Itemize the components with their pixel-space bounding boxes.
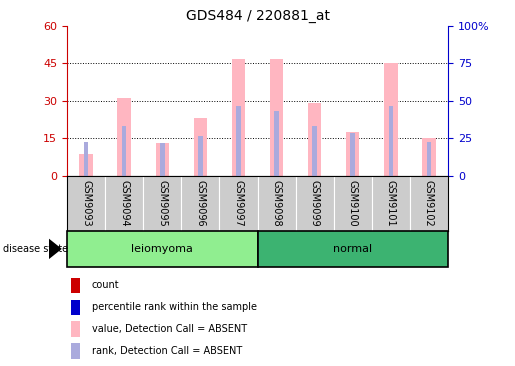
Text: GSM9098: GSM9098: [271, 180, 282, 227]
Bar: [143, 176, 181, 231]
Bar: [313, 126, 317, 176]
Text: GSM9094: GSM9094: [119, 180, 129, 227]
Bar: [84, 142, 88, 176]
Text: GSM9095: GSM9095: [157, 180, 167, 227]
Text: normal: normal: [333, 244, 372, 254]
Text: rank, Detection Call = ABSENT: rank, Detection Call = ABSENT: [92, 346, 242, 356]
Bar: [308, 103, 321, 176]
Text: GSM9097: GSM9097: [233, 180, 244, 227]
Bar: [219, 176, 258, 231]
Bar: [270, 59, 283, 176]
Text: percentile rank within the sample: percentile rank within the sample: [92, 302, 256, 313]
Bar: [198, 136, 202, 176]
Polygon shape: [49, 239, 62, 259]
Bar: [258, 231, 448, 267]
Bar: [71, 321, 80, 337]
Bar: [351, 133, 355, 176]
Text: GSM9100: GSM9100: [348, 180, 358, 227]
Bar: [296, 176, 334, 231]
Bar: [236, 106, 241, 176]
Bar: [422, 138, 436, 176]
Bar: [258, 176, 296, 231]
Text: GSM9099: GSM9099: [310, 180, 320, 227]
Bar: [384, 63, 398, 176]
Bar: [122, 126, 126, 176]
Bar: [71, 343, 80, 359]
Bar: [334, 176, 372, 231]
Bar: [71, 299, 80, 315]
Bar: [117, 98, 131, 176]
Text: leiomyoma: leiomyoma: [131, 244, 193, 254]
Bar: [67, 231, 258, 267]
Bar: [232, 59, 245, 176]
Text: GSM9093: GSM9093: [81, 180, 91, 227]
Bar: [160, 143, 164, 176]
Bar: [156, 143, 169, 176]
Text: GSM9101: GSM9101: [386, 180, 396, 227]
Text: disease state: disease state: [3, 244, 67, 254]
Bar: [389, 106, 393, 176]
Bar: [372, 176, 410, 231]
Text: GDS484 / 220881_at: GDS484 / 220881_at: [185, 9, 330, 23]
Bar: [67, 176, 105, 231]
Bar: [346, 132, 359, 176]
Bar: [274, 111, 279, 176]
Bar: [105, 176, 143, 231]
Bar: [79, 154, 93, 176]
Bar: [410, 176, 448, 231]
Bar: [427, 142, 431, 176]
Text: GSM9096: GSM9096: [195, 180, 205, 227]
Text: GSM9102: GSM9102: [424, 180, 434, 227]
Bar: [181, 176, 219, 231]
Text: value, Detection Call = ABSENT: value, Detection Call = ABSENT: [92, 324, 247, 335]
Bar: [71, 277, 80, 294]
Bar: [194, 118, 207, 176]
Text: count: count: [92, 280, 119, 291]
